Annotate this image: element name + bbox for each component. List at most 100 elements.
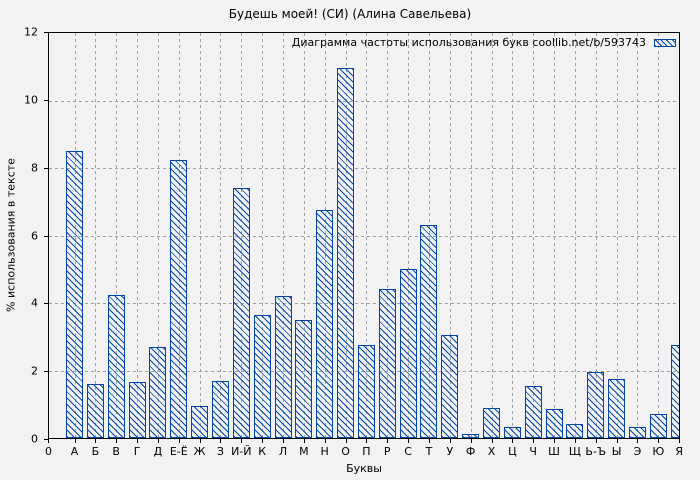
x-tick-mark — [158, 439, 159, 443]
v-gridline — [617, 33, 618, 438]
x-tick-label: Г — [133, 445, 141, 458]
x-tick-mark — [596, 439, 597, 443]
y-tick-mark — [44, 168, 48, 169]
v-gridline — [220, 33, 221, 438]
x-tick-label: Ю — [652, 445, 665, 458]
x-tick-mark — [554, 439, 555, 443]
x-tick-mark — [575, 439, 576, 443]
h-gridline — [49, 101, 679, 102]
bar — [525, 386, 542, 438]
x-tick-mark — [179, 439, 180, 443]
v-gridline — [158, 33, 159, 438]
bar — [295, 320, 312, 438]
x-tick-mark — [492, 439, 493, 443]
v-gridline — [262, 33, 263, 438]
x-tick-mark — [241, 439, 242, 443]
v-gridline — [366, 33, 367, 438]
bar — [275, 296, 292, 438]
bar — [546, 409, 563, 438]
legend-swatch — [654, 38, 676, 47]
v-gridline — [512, 33, 513, 438]
bar — [420, 225, 437, 438]
bar — [566, 424, 583, 438]
x-tick-mark — [387, 439, 388, 443]
bar — [441, 335, 458, 438]
x-tick-label: Ч — [529, 445, 537, 458]
x-tick-label: Д — [153, 445, 163, 458]
x-tick-label: У — [446, 445, 454, 458]
v-gridline — [450, 33, 451, 438]
plot-area: Диаграмма частоты использования букв coo… — [48, 32, 680, 439]
h-gridline — [49, 168, 679, 169]
x-tick-mark — [325, 439, 326, 443]
x-tick-mark — [533, 439, 534, 443]
y-tick-label: 8 — [31, 161, 38, 175]
v-gridline — [575, 33, 576, 438]
v-gridline — [304, 33, 305, 438]
x-tick-label: Щ — [568, 445, 581, 458]
bar — [358, 345, 375, 438]
bar — [671, 345, 679, 438]
x-origin-label: 0 — [45, 445, 52, 458]
x-tick-label: Э — [633, 445, 642, 458]
y-tick-label: 0 — [31, 432, 38, 446]
y-tick-mark — [44, 439, 48, 440]
x-tick-mark — [658, 439, 659, 443]
bar — [483, 408, 500, 438]
x-tick-mark — [346, 439, 347, 443]
bar — [66, 151, 83, 438]
v-gridline — [471, 33, 472, 438]
x-tick-mark — [283, 439, 284, 443]
x-tick-mark — [366, 439, 367, 443]
x-tick-label: И-Й — [231, 445, 252, 458]
x-tick-mark — [48, 439, 49, 443]
x-tick-mark — [408, 439, 409, 443]
v-gridline — [137, 33, 138, 438]
bar — [108, 295, 125, 438]
bar — [170, 160, 187, 438]
legend: Диаграмма частоты использования букв coo… — [292, 36, 676, 49]
v-gridline — [679, 33, 680, 438]
x-tick-label: Ф — [465, 445, 476, 458]
x-tick-label: Ы — [611, 445, 622, 458]
x-tick-label: К — [258, 445, 267, 458]
v-gridline — [596, 33, 597, 438]
y-tick-mark — [44, 32, 48, 33]
v-gridline — [387, 33, 388, 438]
x-tick-label: Т — [425, 445, 433, 458]
y-tick-label: 6 — [31, 229, 38, 242]
x-tick-label: Я — [675, 445, 683, 458]
x-axis-title: Буквы — [346, 462, 382, 475]
y-tick-label: 10 — [24, 93, 38, 107]
x-tick-label: Р — [383, 445, 391, 458]
y-tick-mark — [44, 371, 48, 372]
bar — [233, 188, 250, 438]
bar — [587, 372, 604, 438]
y-tick-label: 2 — [31, 364, 38, 378]
x-tick-label: О — [341, 445, 350, 458]
bar — [608, 379, 625, 438]
x-tick-label: Н — [320, 445, 329, 458]
y-axis-title: % использования в тексте — [4, 158, 18, 312]
x-tick-mark — [220, 439, 221, 443]
x-tick-label: П — [362, 445, 371, 458]
v-gridline — [283, 33, 284, 438]
x-tick-mark — [262, 439, 263, 443]
bar — [191, 406, 208, 438]
x-tick-mark — [450, 439, 451, 443]
x-tick-label: С — [404, 445, 412, 458]
y-tick-mark — [44, 236, 48, 237]
x-tick-mark — [617, 439, 618, 443]
x-tick-mark — [116, 439, 117, 443]
v-gridline — [116, 33, 117, 438]
bar — [337, 68, 354, 438]
bar — [462, 434, 479, 438]
bar — [87, 384, 104, 438]
x-tick-mark — [75, 439, 76, 443]
x-tick-mark — [200, 439, 201, 443]
x-tick-label: М — [299, 445, 309, 458]
bar — [129, 382, 146, 438]
y-tick-mark — [44, 100, 48, 101]
x-tick-label: А — [70, 445, 79, 458]
x-tick-label: Х — [487, 445, 496, 458]
